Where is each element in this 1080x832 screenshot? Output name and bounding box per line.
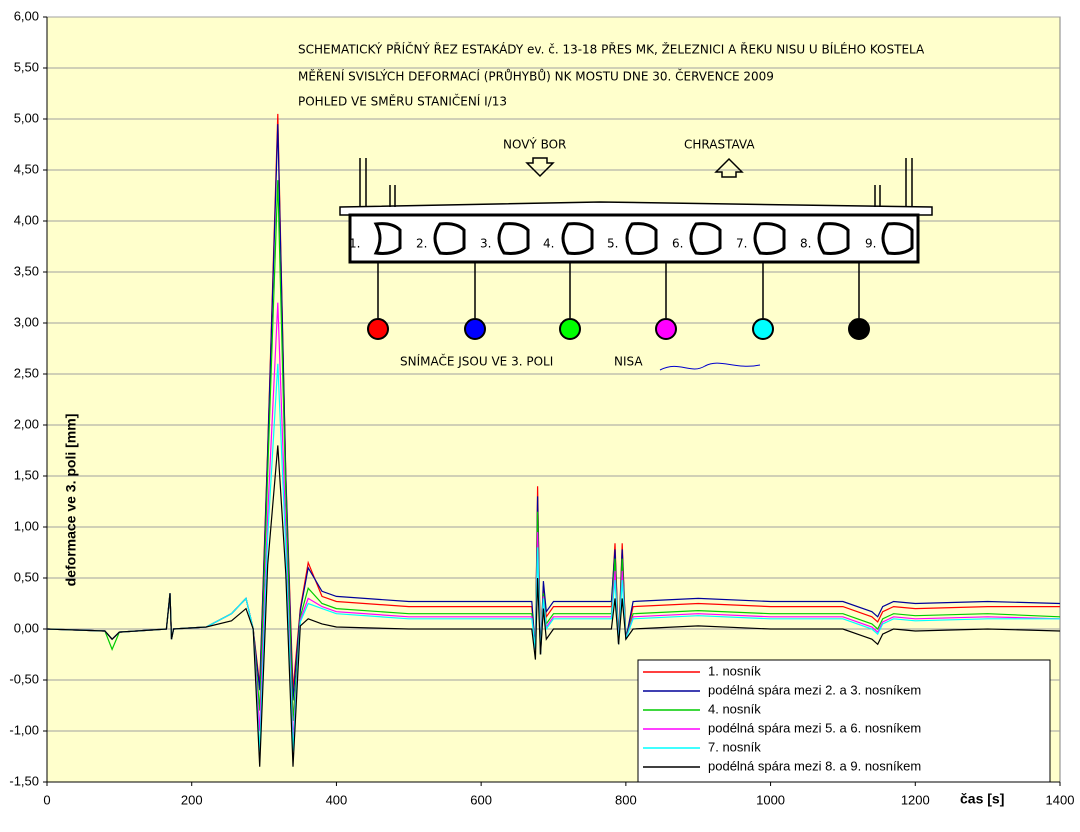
legend-label: podélná spára mezi 8. a 9. nosníkem bbox=[708, 758, 921, 773]
x-tick-label: 200 bbox=[181, 792, 203, 807]
y-axis-label: deformace ve 3. poli [mm] bbox=[63, 414, 79, 587]
annotation: MĚŘENÍ SVISLÝCH DEFORMACÍ (PRŮHYBŮ) NK M… bbox=[298, 69, 774, 84]
y-tick-label: -0,50 bbox=[9, 671, 39, 686]
legend-label: 4. nosník bbox=[708, 701, 761, 716]
y-tick-label: 1,00 bbox=[14, 518, 39, 533]
labels: -1,50 -1,00 -0,50 0,00 0,50 1,00 1,50 2,00 2,50 3… bbox=[9, 8, 1074, 807]
annotation: NOVÝ BOR bbox=[503, 137, 566, 152]
sensor bbox=[848, 318, 870, 340]
annotation: CHRASTAVA bbox=[684, 138, 755, 152]
y-tick-label: 5,50 bbox=[14, 59, 39, 74]
annotation: 8. bbox=[800, 237, 811, 251]
y-tick-label: 6,00 bbox=[14, 8, 39, 23]
annotation: 3. bbox=[480, 237, 491, 251]
x-tick-label: 800 bbox=[615, 792, 637, 807]
y-tick-label: 2,50 bbox=[14, 365, 39, 380]
y-tick-label: 3,50 bbox=[14, 263, 39, 278]
sensor bbox=[367, 318, 389, 340]
annotation: 4. bbox=[543, 237, 554, 251]
series-line bbox=[46, 445, 1061, 767]
annotation: 1. bbox=[349, 237, 360, 251]
x-tick-label: 1400 bbox=[1046, 792, 1075, 807]
annotation: 9. bbox=[865, 237, 876, 251]
legend: 1. nosník podélná spára mezi 2. a 3. nosn… bbox=[637, 659, 1051, 783]
annotation: 7. bbox=[736, 237, 747, 251]
legend-label: podélná spára mezi 2. a 3. nosníkem bbox=[708, 682, 921, 697]
y-tick-label: 4,00 bbox=[14, 212, 39, 227]
legend-label: 1. nosník bbox=[708, 663, 761, 678]
sensors bbox=[367, 318, 870, 340]
x-tick-label: 400 bbox=[326, 792, 348, 807]
annotation: 6. bbox=[672, 237, 683, 251]
x-tick-label: 0 bbox=[43, 792, 50, 807]
annotation: NISA bbox=[614, 355, 643, 369]
annotation: POHLED VE SMĚRU STANIČENÍ I/13 bbox=[298, 94, 507, 109]
legend-box bbox=[637, 659, 1051, 783]
x-tick-label: 600 bbox=[470, 792, 492, 807]
y-tick-label: -1,00 bbox=[9, 722, 39, 737]
x-axis-label: čas [s] bbox=[960, 791, 1004, 807]
y-tick-label: 5,00 bbox=[14, 110, 39, 125]
lines bbox=[46, 113, 1061, 767]
diagram bbox=[339, 157, 933, 371]
x-tick-label: 1200 bbox=[901, 792, 930, 807]
y-tick-label: 1,50 bbox=[14, 467, 39, 482]
y-tick-label: -1,50 bbox=[9, 773, 39, 788]
y-tick-label: 3,00 bbox=[14, 314, 39, 329]
annotation: 5. bbox=[607, 237, 618, 251]
plot-area bbox=[46, 16, 1061, 783]
sensor bbox=[464, 318, 486, 340]
legend-label: 7. nosník bbox=[708, 739, 761, 754]
y-tick-label: 2,00 bbox=[14, 416, 39, 431]
y-tick-label: 4,50 bbox=[14, 161, 39, 176]
annotation: SCHEMATICKÝ PŘÍČNÝ ŘEZ ESTAKÁDY ev. č. 1… bbox=[298, 42, 925, 57]
x-tick-label: 1000 bbox=[756, 792, 785, 807]
legend-label: podélná spára mezi 5. a 6. nosníkem bbox=[708, 720, 921, 735]
annotation: SNÍMAČE JSOU VE 3. POLI bbox=[400, 354, 553, 369]
sensor bbox=[752, 318, 774, 340]
sensor bbox=[559, 318, 581, 340]
sensor bbox=[655, 318, 677, 340]
annotation: 2. bbox=[416, 237, 427, 251]
y-tick-label: 0,50 bbox=[14, 569, 39, 584]
y-tick-label: 0,00 bbox=[14, 620, 39, 635]
